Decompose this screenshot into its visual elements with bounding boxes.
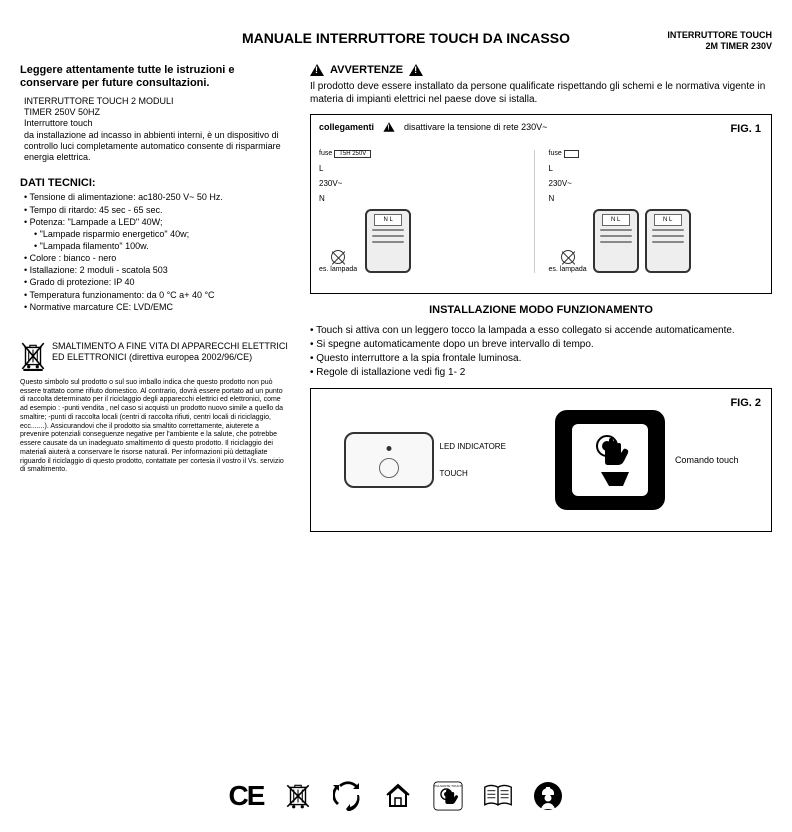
spec-item: Colore : bianco - nero: [24, 252, 290, 264]
led-indicator-label: LED INDICATORE: [440, 442, 506, 451]
spec-item: Istallazione: 2 moduli - scatola 503: [24, 264, 290, 276]
left-column: Leggere attentamente tutte le istruzioni…: [20, 64, 290, 542]
voltage-label: 230V~: [549, 179, 572, 188]
spec-item: Tensione di alimentazione: ac180-250 V~ …: [24, 191, 290, 203]
disposal-title: SMALTIMENTO A FINE VITA DI APPARECCHI EL…: [52, 341, 290, 363]
device-icon: N L: [365, 209, 411, 273]
subtitle-line: INTERRUTTORE TOUCH: [632, 30, 772, 41]
warning-heading: AVVERTENZE: [310, 64, 772, 76]
terminal-label: N L: [654, 214, 682, 226]
specs-list: Tensione di alimentazione: ac180-250 V~ …: [20, 191, 290, 312]
product-subtitle: INTERRUTTORE TOUCH 2M TIMER 230V: [632, 30, 772, 52]
device-icon: N L: [645, 209, 691, 273]
intro-subtext: INTERRUTTORE TOUCH 2 MODULI TIMER 250V 5…: [20, 96, 290, 164]
terminal-label: N L: [602, 214, 630, 226]
lamp-symbol-icon: [331, 250, 345, 264]
intro-heading: Leggere attentamente tutte le istruzioni…: [20, 64, 290, 90]
fig1-label: FIG. 1: [730, 123, 761, 135]
install-bullets: Touch si attiva con un leggero tocco la …: [310, 324, 772, 380]
fig2-content: LED INDICATORE TOUCH: [319, 395, 763, 525]
touch-button-icon: PULSANTE TOUCH: [433, 781, 463, 811]
touch-circle-icon: [379, 458, 399, 478]
spec-item: Grado di protezione: IP 40: [24, 276, 290, 288]
intro-line: INTERRUTTORE TOUCH 2 MODULI: [24, 96, 290, 107]
install-bullet: Regole di istallazione vedi fig 1- 2: [310, 366, 772, 380]
specs-title: DATI TECNICI:: [20, 177, 290, 189]
subtitle-line: 2M TIMER 230V: [632, 41, 772, 52]
voltage-label: 230V~: [319, 179, 342, 188]
indoor-use-icon: [383, 781, 413, 811]
lamp-symbol-icon: [561, 250, 575, 264]
spec-item: "Lampade risparmio energetico" 40w;: [24, 228, 290, 240]
fuse-label: fuse: [319, 150, 332, 157]
spec-item: "Lampada filamento" 100w.: [24, 240, 290, 252]
spec-item: Tempo di ritardo: 45 sec - 65 sec.: [24, 204, 290, 216]
warning-text: Il prodotto deve essere installato da pe…: [310, 80, 772, 106]
spec-item: Normative marcature CE: LVD/EMC: [24, 301, 290, 313]
main-title: MANUALE INTERRUTTORE TOUCH DA INCASSO: [20, 30, 632, 46]
n-label: N: [319, 194, 325, 203]
warning-title-text: AVVERTENZE: [330, 64, 403, 76]
hand-touch-icon: [585, 432, 635, 488]
touch-button-text: PULSANTE TOUCH: [434, 784, 462, 788]
terminal-label: N L: [374, 214, 402, 226]
fig2-label: FIG. 2: [730, 397, 761, 409]
device-icon: N L: [593, 209, 639, 273]
fig1-header: collegamenti disattivare la tensione di …: [319, 121, 763, 133]
l-label: L: [549, 164, 553, 173]
led-dot-icon: [386, 446, 391, 451]
footer-icons: CE PULSANTE TOUCH: [0, 780, 792, 812]
warning-triangle-icon: [409, 64, 423, 76]
install-bullet: Questo interruttore a la spia frontale l…: [310, 352, 772, 366]
right-column: AVVERTENZE Il prodotto deve essere insta…: [310, 64, 772, 542]
wiring-diagram: fuse T5H 250V L 230V~ N es. lampada N L: [319, 137, 763, 287]
disposal-text: Questo simbolo sul prodotto o sul suo im…: [20, 379, 290, 475]
disposal-section: SMALTIMENTO A FINE VITA DI APPARECCHI EL…: [20, 341, 290, 371]
weee-bin-icon: [20, 341, 46, 371]
manual-book-icon: [483, 781, 513, 811]
technician-icon: [533, 781, 563, 811]
switch-plate-icon: [344, 432, 434, 488]
command-touch-label: Comando touch: [675, 455, 739, 465]
warning-triangle-icon: [310, 64, 324, 76]
figure-2-box: FIG. 2 LED INDICATORE TOUCH: [310, 388, 772, 532]
spec-item: Potenza: "Lampade a LED" 40W;: [24, 216, 290, 228]
install-title: INSTALLAZIONE MODO FUNZIONAMENTO: [310, 304, 772, 316]
header: MANUALE INTERRUTTORE TOUCH DA INCASSO IN…: [20, 30, 772, 52]
disconnect-label: disattivare la tensione di rete 230V~: [404, 122, 547, 132]
n-label: N: [549, 194, 555, 203]
recycle-icon: [333, 781, 363, 811]
lamp-label: es. lampada: [549, 266, 587, 273]
schematic-left: fuse T5H 250V L 230V~ N es. lampada N L: [319, 150, 535, 273]
fuse-label: fuse: [549, 150, 562, 157]
fuse-box-icon: [564, 150, 579, 158]
weee-bin-icon: [283, 781, 313, 811]
install-bullet: Si spegne automaticamente dopo un breve …: [310, 338, 772, 352]
install-bullet: Touch si attiva con un leggero tocco la …: [310, 324, 772, 338]
lamp-label: es. lampada: [319, 266, 357, 273]
touch-panel-icon: [555, 410, 665, 510]
fuse-rating: T5H 250V: [334, 150, 371, 158]
touch-label: TOUCH: [440, 469, 506, 478]
figure-1-box: FIG. 1 collegamenti disattivare la tensi…: [310, 114, 772, 294]
spec-item: Temperatura funzionamento: da 0 °C a+ 40…: [24, 289, 290, 301]
warning-triangle-icon: [383, 122, 394, 132]
ce-mark-icon: CE: [229, 780, 264, 812]
intro-line: da installazione ad incasso in abbienti …: [24, 130, 290, 164]
l-label: L: [319, 164, 323, 173]
intro-line: TIMER 250V 50HZ: [24, 107, 290, 118]
connections-label: collegamenti: [319, 122, 374, 132]
schematic-right: fuse L 230V~ N es. lampada N L: [549, 150, 764, 273]
intro-line: Interruttore touch: [24, 118, 290, 129]
